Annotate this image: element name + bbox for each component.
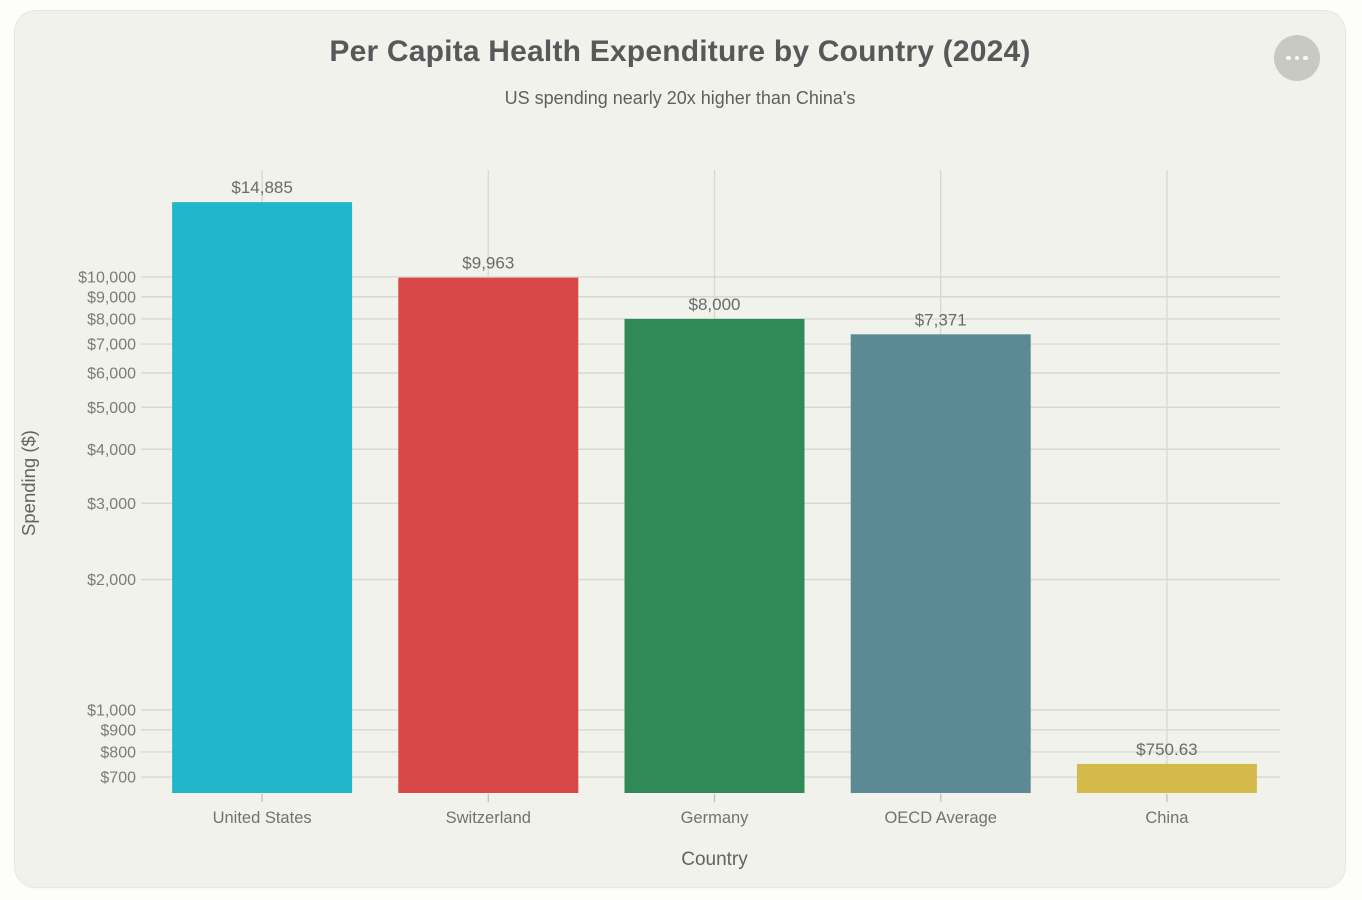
- y-tick-label: $3,000: [87, 496, 136, 513]
- axis-titles: Country Spending ($): [18, 430, 748, 870]
- y-tick-label: $8,000: [87, 311, 136, 328]
- bar-united-states: [172, 202, 353, 793]
- y-tick-label: $10,000: [78, 269, 136, 286]
- y-tick-label: $7,000: [87, 337, 136, 354]
- y-tick-label: $5,000: [87, 400, 136, 417]
- x-tick-label: Switzerland: [446, 809, 531, 827]
- chart-subtitle: US spending nearly 20x higher than China…: [504, 88, 856, 108]
- bar-value-label: $7,371: [915, 310, 967, 329]
- value-labels: $14,885 $9,963 $8,000 $7,371 $750.63: [231, 178, 1197, 759]
- bar-value-label: $750.63: [1136, 740, 1197, 759]
- x-tick-label: OECD Average: [884, 809, 997, 827]
- bar-oecd-average: [850, 334, 1031, 793]
- more-options-button[interactable]: [1274, 35, 1320, 81]
- bar-switzerland: [398, 277, 579, 793]
- y-tick-labels: $700 $800 $900 $1,000 $2,000 $3,000 $4,000 $5,0…: [78, 269, 136, 786]
- x-tick-labels: United States Switzerland Germany OECD Aver…: [213, 809, 1190, 827]
- bar-value-label: $14,885: [231, 178, 292, 197]
- y-tick-label: $2,000: [87, 572, 136, 589]
- x-tick-label: China: [1145, 809, 1189, 827]
- y-tick-label: $1,000: [87, 702, 136, 719]
- ellipsis-icon: [1286, 55, 1308, 61]
- y-tick-label: $700: [100, 770, 136, 787]
- y-tick-label: $4,000: [87, 442, 136, 459]
- bars: [172, 202, 1257, 793]
- chart-title: Per Capita Health Expenditure by Country…: [329, 35, 1031, 68]
- bar-germany: [624, 318, 805, 793]
- x-axis-title: Country: [681, 849, 748, 870]
- bar-value-label: $9,963: [462, 254, 514, 273]
- x-tick-label: United States: [213, 809, 312, 827]
- bar-value-label: $8,000: [689, 295, 741, 314]
- y-tick-label: $800: [100, 744, 136, 761]
- x-tick-label: Germany: [681, 809, 750, 827]
- y-axis-title: Spending ($): [18, 430, 39, 536]
- y-tick-label: $9,000: [87, 289, 136, 306]
- y-tick-label: $6,000: [87, 366, 136, 383]
- x-ticks: [261, 794, 1168, 802]
- bar-china: [1076, 763, 1257, 793]
- y-tick-label: $900: [100, 722, 136, 739]
